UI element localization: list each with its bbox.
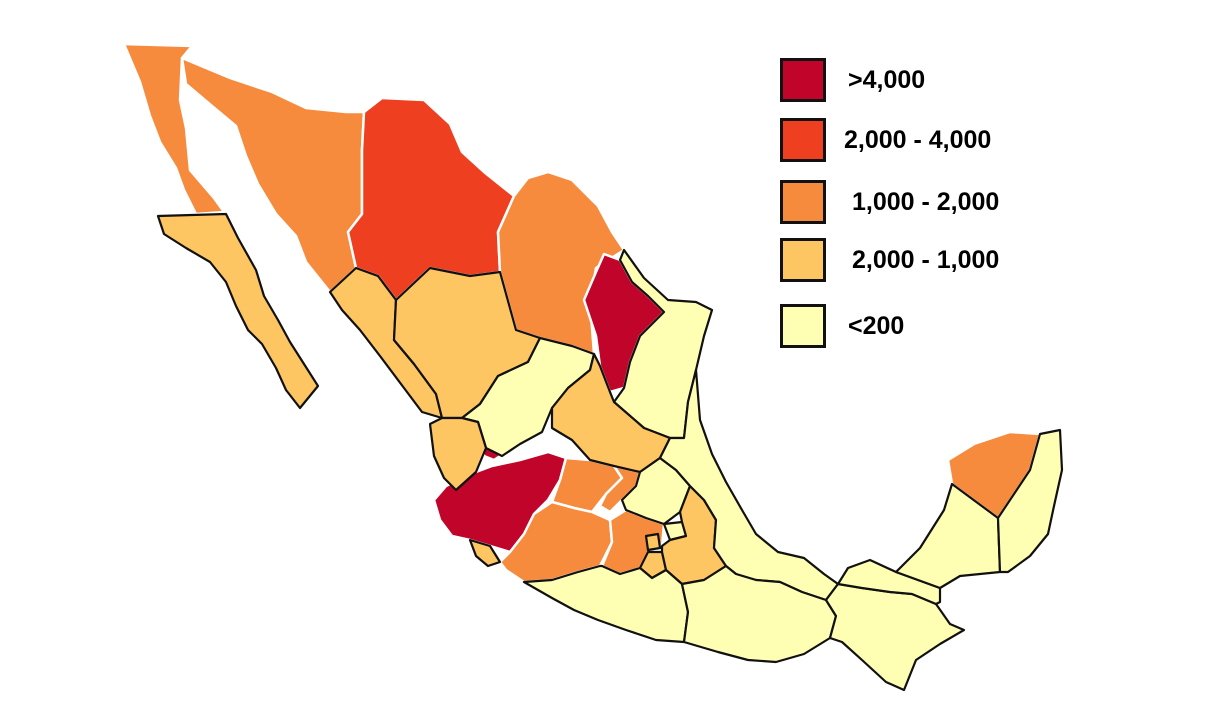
- state-colima: [468, 538, 502, 568]
- legend-item-2000-4000: 2,000 - 4,000: [780, 116, 991, 164]
- state-baja-california: [122, 42, 226, 216]
- legend-label: <200: [848, 311, 905, 340]
- state-ciudad-de-mexico: [644, 532, 662, 552]
- state-tabasco: [836, 558, 942, 606]
- legend-swatch: [780, 58, 826, 102]
- legend-item-gt-4000: >4,000: [780, 56, 925, 104]
- state-chiapas: [824, 582, 966, 692]
- state-baja-california-sur: [156, 212, 320, 410]
- legend-item-lt-200: <200: [780, 302, 904, 350]
- legend-item-1000-2000: 1,000 - 2,000: [780, 178, 999, 226]
- legend-label: 1,000 - 2,000: [852, 187, 1000, 216]
- legend-swatch: [780, 304, 826, 348]
- legend-label: 2,000 - 1,000: [852, 245, 1000, 274]
- state-san-luis-potosi: [550, 352, 672, 474]
- legend-swatch: [780, 180, 826, 224]
- legend-swatch: [780, 118, 826, 162]
- state-guerrero: [522, 564, 690, 644]
- legend-label: >4,000: [848, 65, 926, 94]
- state-quintana-roo: [996, 428, 1064, 574]
- legend-label: 2,000 - 4,000: [844, 125, 992, 154]
- legend-item-200-1000: 2,000 - 1,000: [780, 236, 999, 284]
- state-nayarit: [428, 416, 488, 492]
- legend-swatch: [780, 238, 826, 282]
